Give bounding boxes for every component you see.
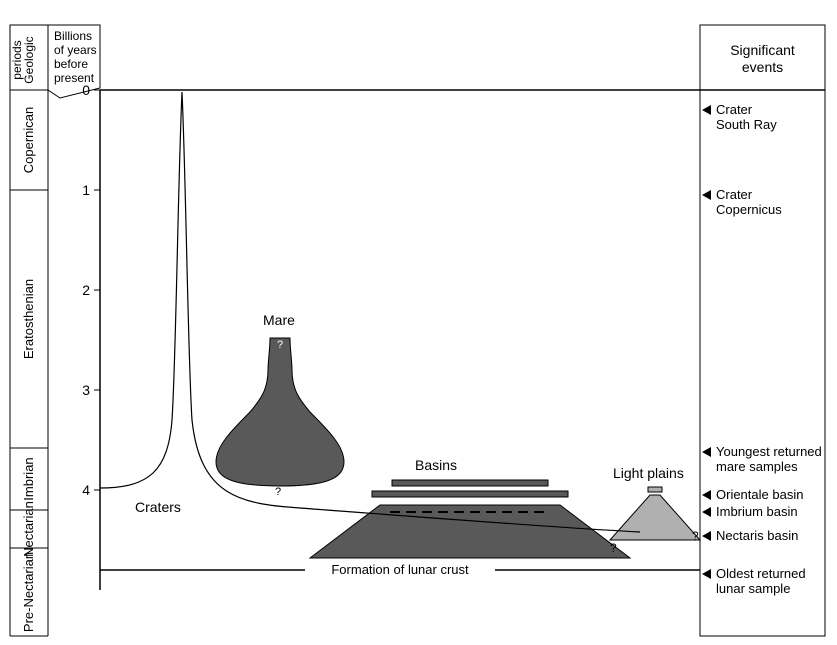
period-label: Eratosthenian	[21, 279, 36, 359]
crust-label: Formation of lunar crust	[331, 562, 469, 577]
event-label: lunar sample	[716, 581, 790, 596]
y-tick-label: 1	[82, 182, 90, 198]
lightplains-shape	[610, 495, 700, 540]
event-marker-icon	[702, 531, 711, 541]
period-label: Copernican	[21, 107, 36, 174]
mare-shape	[216, 338, 344, 486]
event-label: Youngest returned	[716, 444, 822, 459]
events-title-l2: events	[742, 59, 783, 75]
mare-label: Mare	[263, 312, 295, 328]
event-label: Orientale basin	[716, 487, 803, 502]
period-label: Imbrian	[21, 457, 36, 500]
craters-label: Craters	[135, 499, 181, 515]
mare-q-top: ?	[277, 339, 283, 351]
lightplains-label: Light plains	[613, 465, 684, 481]
y-tick-label: 0	[82, 82, 90, 98]
lightplains-q: ?	[692, 529, 699, 543]
y-tick-label: 3	[82, 382, 90, 398]
event-marker-icon	[702, 507, 711, 517]
event-label: Imbrium basin	[716, 504, 798, 519]
event-marker-icon	[702, 569, 711, 579]
event-label: Copernicus	[716, 202, 782, 217]
mare-q-bot: ?	[275, 486, 281, 498]
event-marker-icon	[702, 447, 711, 457]
scale-title-line: before	[54, 57, 88, 71]
lightplains-bar	[648, 487, 662, 492]
event-label: South Ray	[716, 117, 777, 132]
event-label: Oldest returned	[716, 566, 806, 581]
basins-label: Basins	[415, 457, 457, 473]
period-label: Pre-Nectarian	[21, 552, 36, 632]
event-marker-icon	[702, 190, 711, 200]
scale-title-line: Billions	[54, 29, 92, 43]
events-title-l1: Significant	[730, 42, 795, 58]
basins-bar	[392, 480, 548, 486]
periods-header-l2: periods	[10, 40, 24, 79]
event-marker-icon	[702, 490, 711, 500]
event-label: Crater	[716, 102, 753, 117]
y-tick-label: 2	[82, 282, 90, 298]
event-label: mare samples	[716, 459, 798, 474]
y-tick-label: 4	[82, 482, 90, 498]
event-label: Nectaris basin	[716, 528, 798, 543]
basins-bar	[372, 491, 568, 497]
periods-header-l1: Geologic	[22, 36, 36, 83]
basins-q: ?	[610, 541, 617, 555]
event-marker-icon	[702, 105, 711, 115]
scale-title-line: of years	[54, 43, 97, 57]
event-label: Crater	[716, 187, 753, 202]
craters-outline	[100, 92, 640, 532]
